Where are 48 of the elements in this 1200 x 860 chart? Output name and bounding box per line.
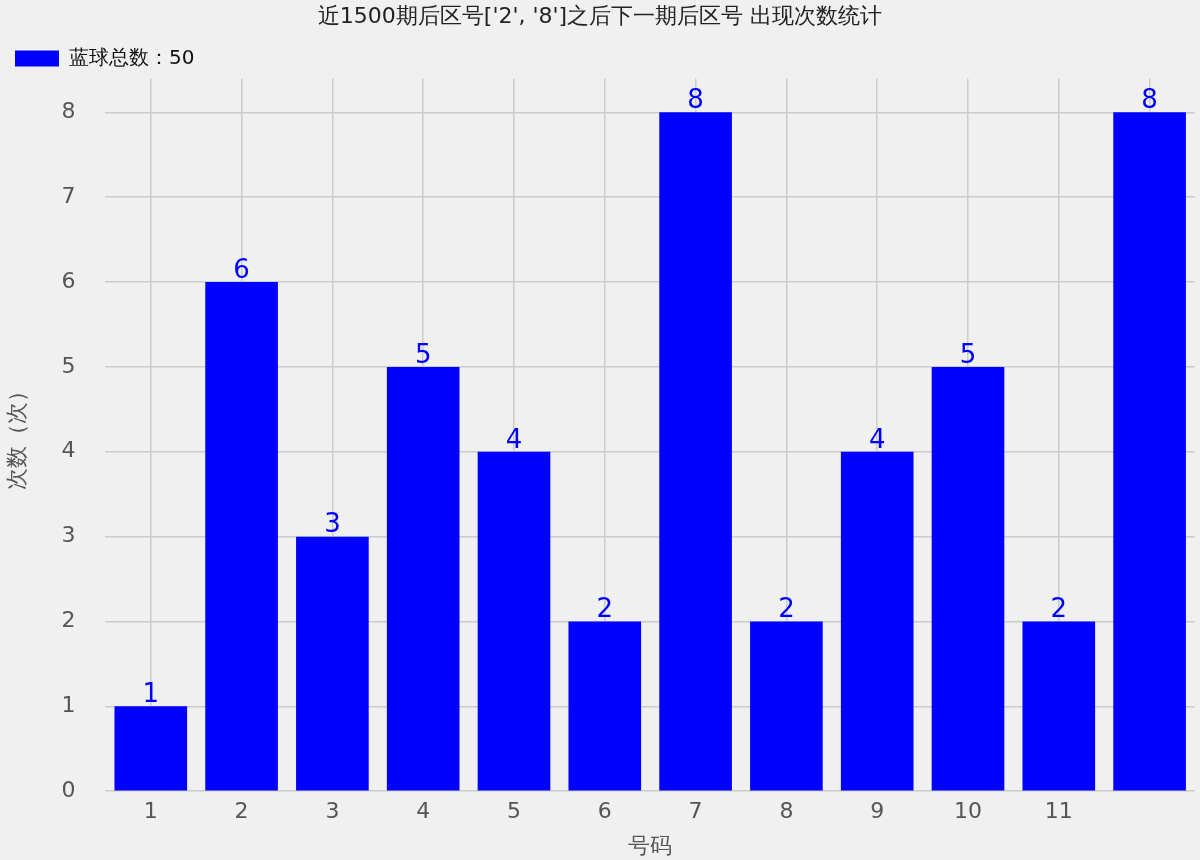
data-label: 6 xyxy=(233,253,250,284)
x-tick-label: 7 xyxy=(688,798,703,824)
y-axis-title: 次数（次） xyxy=(3,379,29,490)
data-label: 8 xyxy=(687,84,704,115)
y-tick-label: 2 xyxy=(61,607,76,633)
y-tick-label: 5 xyxy=(61,352,76,378)
data-label: 4 xyxy=(868,423,886,454)
x-tick-label: 10 xyxy=(954,798,982,824)
x-tick-label: 9 xyxy=(870,798,885,824)
bar xyxy=(840,451,914,791)
y-tick-label: 4 xyxy=(61,437,76,463)
x-tick-label: 1 xyxy=(143,798,158,824)
chart-title: 近1500期后区号['2', '8']之后下一期后区号 出现次数统计 xyxy=(317,2,883,28)
x-tick-label: 11 xyxy=(1044,798,1073,824)
data-label: 2 xyxy=(1050,593,1068,624)
x-tick-label: 2 xyxy=(234,798,249,824)
data-label: 5 xyxy=(959,338,977,369)
x-tick-label: 8 xyxy=(779,798,794,824)
x-tick-label: 4 xyxy=(416,798,431,824)
data-label: 3 xyxy=(324,508,341,539)
bar xyxy=(205,282,278,791)
y-tick-label: 6 xyxy=(61,267,76,293)
x-axis-title: 号码 xyxy=(628,832,673,858)
bar xyxy=(296,536,369,791)
x-tick-label: 6 xyxy=(597,798,612,824)
bar xyxy=(1113,112,1186,791)
bar xyxy=(931,366,1005,791)
bar xyxy=(114,706,188,791)
bar xyxy=(477,451,551,791)
y-tick-label: 3 xyxy=(61,522,76,548)
legend-label: 蓝球总数：50 xyxy=(69,44,195,69)
y-tick-label: 7 xyxy=(61,182,76,208)
data-label: 4 xyxy=(505,423,523,454)
x-tick-label: 3 xyxy=(325,798,340,824)
data-label: 2 xyxy=(778,593,795,624)
data-label: 1 xyxy=(142,678,160,709)
bar xyxy=(1022,621,1096,791)
y-tick-label: 8 xyxy=(61,98,76,124)
x-tick-label: 5 xyxy=(507,798,521,824)
bar xyxy=(568,621,642,791)
data-label: 8 xyxy=(1141,84,1158,115)
bar xyxy=(386,366,460,791)
data-label: 5 xyxy=(414,338,432,369)
data-label: 2 xyxy=(596,593,614,624)
y-tick-label: 0 xyxy=(61,776,76,802)
bar xyxy=(750,621,823,791)
y-tick-label: 1 xyxy=(61,692,76,718)
bar xyxy=(659,112,732,791)
